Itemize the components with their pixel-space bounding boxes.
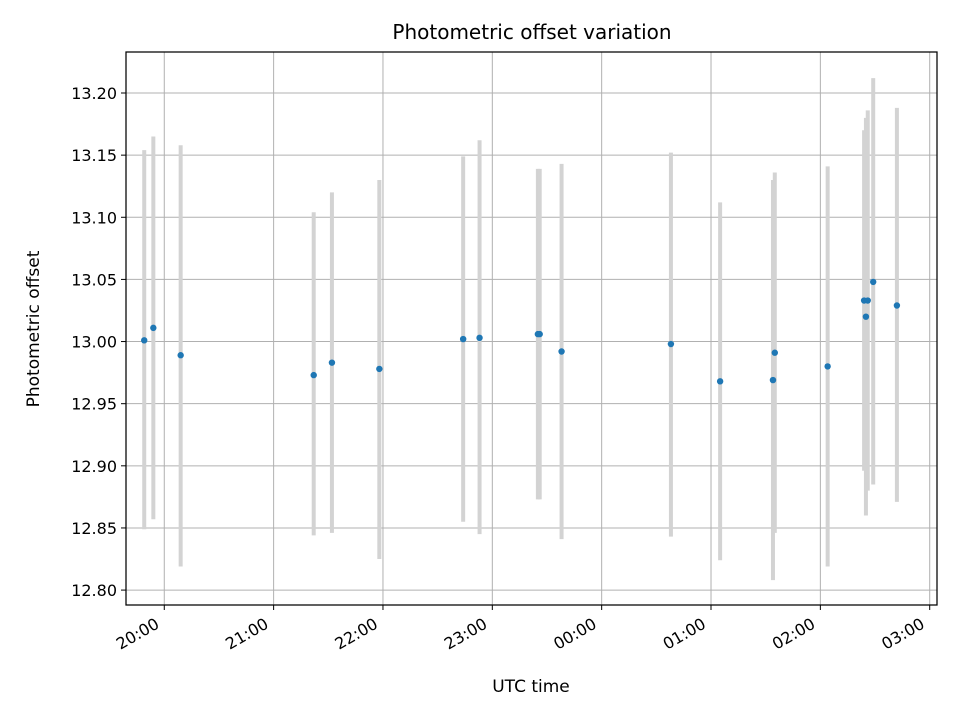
y-tick-label: 13.05 xyxy=(71,270,117,289)
data-point xyxy=(667,340,675,348)
data-point xyxy=(150,324,157,332)
x-axis-label: UTC time xyxy=(492,677,570,697)
data-point xyxy=(769,376,777,384)
data-point xyxy=(310,371,317,379)
data-point xyxy=(862,313,870,320)
data-point xyxy=(558,348,565,355)
data-point xyxy=(893,302,901,309)
grid-layer xyxy=(126,52,937,605)
y-tick-label: 12.80 xyxy=(71,581,117,600)
data-point xyxy=(716,378,724,385)
plot-frame xyxy=(125,51,938,606)
point-layer xyxy=(141,278,901,385)
data-point xyxy=(459,335,467,343)
y-tick-label: 12.85 xyxy=(71,519,117,538)
data-point xyxy=(771,349,778,356)
y-tick-label: 13.10 xyxy=(71,208,117,227)
y-tick-label: 13.20 xyxy=(71,84,117,103)
data-point xyxy=(824,363,831,370)
y-tick-label: 13.15 xyxy=(71,146,117,165)
data-point xyxy=(328,359,336,366)
y-tick-label: 12.95 xyxy=(71,395,117,414)
chart-title: Photometric offset variation xyxy=(392,20,671,44)
data-point xyxy=(177,352,184,359)
data-point xyxy=(141,337,148,344)
y-axis-label: Photometric offset xyxy=(24,250,44,407)
data-point xyxy=(870,278,877,286)
data-point xyxy=(864,297,871,304)
y-tick-label: 12.90 xyxy=(71,457,117,476)
data-point xyxy=(376,365,383,373)
y-axis-ticks: 12.80 12.85 12.90 12.95 13.00 13.05 13.10 13.15… xyxy=(71,84,126,600)
data-point xyxy=(536,330,543,338)
data-point xyxy=(476,334,483,342)
y-tick-label: 13.00 xyxy=(71,333,117,352)
